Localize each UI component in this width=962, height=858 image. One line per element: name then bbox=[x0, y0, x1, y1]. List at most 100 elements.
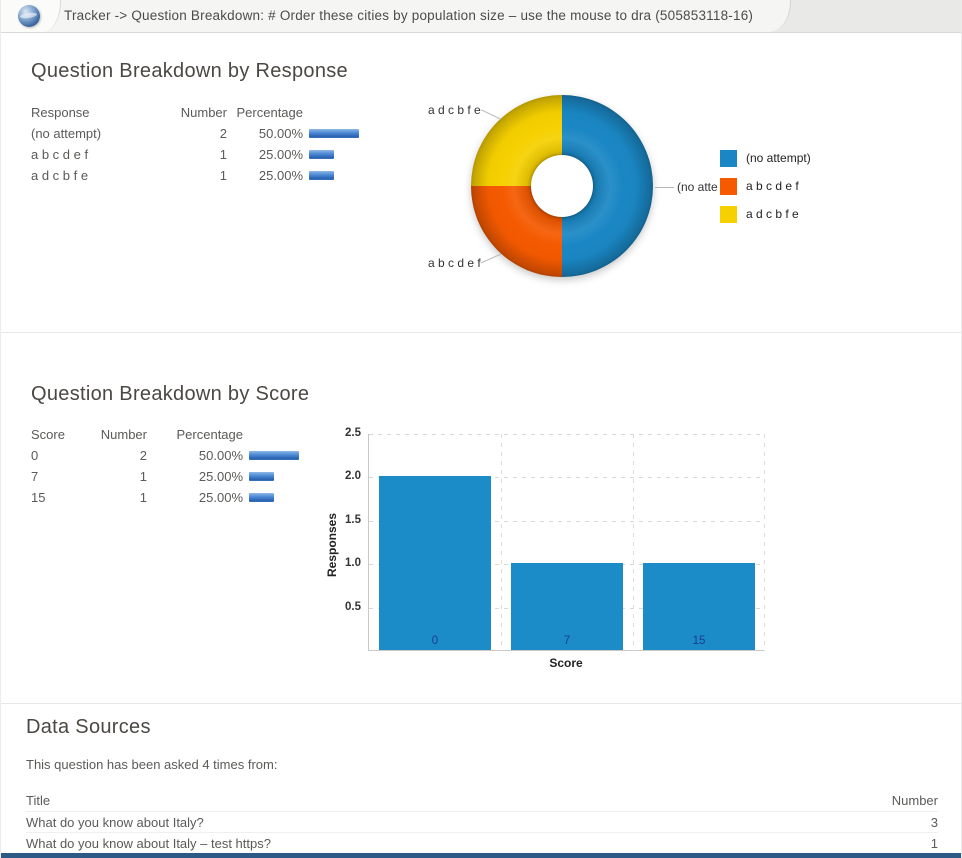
header-tab[interactable]: Tracker -> Question Breakdown: # Order t… bbox=[1, 0, 791, 32]
col-header-number: Number bbox=[100, 427, 147, 442]
legend-item: (no attempt) bbox=[720, 144, 811, 172]
percentage-bar bbox=[309, 129, 359, 138]
donut-chart bbox=[471, 95, 653, 277]
gridline bbox=[764, 434, 765, 651]
donut-legend: (no attempt) a b c d e f a d c b f e bbox=[718, 144, 823, 228]
y-tick-label: 2.0 bbox=[345, 470, 361, 482]
bar-category-label: 0 bbox=[431, 635, 439, 647]
bar: 0 bbox=[379, 476, 491, 650]
col-header-title: Title bbox=[26, 793, 51, 808]
response-cell: (no attempt) bbox=[31, 126, 102, 141]
data-sources-heading: Data Sources bbox=[26, 716, 151, 738]
source-title-cell: What do you know about Italy – test http… bbox=[26, 835, 271, 851]
table-row: What do you know about Italy? 3 bbox=[26, 812, 938, 833]
legend-item: a b c d e f bbox=[720, 172, 811, 200]
score-cell: 15 bbox=[31, 490, 46, 505]
gridline bbox=[369, 434, 765, 435]
table-row: 15 1 25.00% bbox=[31, 487, 323, 508]
donut-hole bbox=[531, 155, 593, 217]
bar: 15 bbox=[643, 563, 755, 650]
y-tick-label: 2.5 bbox=[345, 427, 361, 439]
legend-label: a d c b f e bbox=[746, 207, 799, 221]
bar-chart-plot: 0 7 15 bbox=[368, 434, 765, 651]
data-sources-intro: This question has been asked 4 times fro… bbox=[26, 757, 278, 772]
bar-chart-xlabel: Score bbox=[549, 656, 583, 670]
question-writer-logo-icon[interactable] bbox=[18, 5, 40, 27]
footer-bar bbox=[1, 853, 961, 858]
gridline bbox=[501, 434, 502, 651]
table-row: a d c b f e 1 25.00% bbox=[31, 165, 383, 186]
percentage-cell: 25.00% bbox=[198, 469, 243, 484]
table-row: What do you know about Italy – test http… bbox=[26, 833, 938, 854]
source-number-cell: 1 bbox=[930, 835, 938, 851]
source-title-cell: What do you know about Italy? bbox=[26, 814, 204, 830]
score-cell: 0 bbox=[31, 448, 39, 463]
source-number-cell: 3 bbox=[930, 814, 938, 830]
legend-item: a d c b f e bbox=[720, 200, 811, 228]
score-section-heading: Question Breakdown by Score bbox=[31, 383, 310, 405]
score-cell: 7 bbox=[31, 469, 39, 484]
y-tick-label: 0.5 bbox=[345, 601, 361, 613]
page-title: Tracker -> Question Breakdown: # Order t… bbox=[64, 8, 754, 23]
gridline bbox=[633, 434, 634, 651]
y-tick-label: 1.5 bbox=[345, 514, 361, 526]
response-cell: a d c b f e bbox=[31, 168, 89, 183]
percentage-bar bbox=[249, 451, 299, 460]
percentage-bar bbox=[249, 493, 274, 502]
gridline bbox=[369, 477, 765, 478]
logo-area[interactable] bbox=[1, 0, 61, 32]
donut-callout-label: a b c d e f bbox=[428, 256, 481, 270]
bar-category-label: 15 bbox=[692, 635, 706, 647]
col-header-score: Score bbox=[31, 427, 65, 442]
data-sources-table: Title Number What do you know about Ital… bbox=[26, 790, 938, 854]
percentage-cell: 25.00% bbox=[258, 147, 303, 162]
percentage-bar bbox=[309, 171, 334, 180]
y-tick-label: 1.0 bbox=[345, 557, 361, 569]
legend-label: a b c d e f bbox=[746, 179, 799, 193]
legend-label: (no attempt) bbox=[746, 151, 811, 165]
number-cell: 1 bbox=[139, 469, 147, 484]
percentage-cell: 50.00% bbox=[258, 126, 303, 141]
table-header-row: Score Number Percentage bbox=[31, 424, 323, 445]
bar-chart-ylabel: Responses bbox=[325, 512, 339, 578]
table-row: a b c d e f 1 25.00% bbox=[31, 144, 383, 165]
col-header-percentage: Percentage bbox=[176, 427, 244, 442]
percentage-cell: 50.00% bbox=[198, 448, 243, 463]
legend-swatch-icon bbox=[720, 149, 737, 167]
bar-category-label: 7 bbox=[563, 635, 571, 647]
callout-line bbox=[480, 109, 502, 120]
header-bar: Tracker -> Question Breakdown: # Order t… bbox=[1, 0, 961, 33]
col-header-percentage: Percentage bbox=[236, 105, 304, 120]
response-cell: a b c d e f bbox=[31, 147, 89, 162]
table-header-row: Response Number Percentage bbox=[31, 102, 383, 123]
bar: 7 bbox=[511, 563, 623, 650]
callout-line bbox=[480, 253, 502, 264]
callout-line bbox=[655, 187, 674, 188]
donut-callout-label: a d c b f e bbox=[428, 103, 481, 117]
percentage-cell: 25.00% bbox=[258, 168, 303, 183]
percentage-cell: 25.00% bbox=[198, 490, 243, 505]
table-row: 7 1 25.00% bbox=[31, 466, 323, 487]
legend-swatch-icon bbox=[720, 205, 737, 223]
response-table: Response Number Percentage (no attempt) … bbox=[31, 102, 383, 186]
table-header-row: Title Number bbox=[26, 790, 938, 812]
section-divider bbox=[1, 332, 961, 333]
col-header-response: Response bbox=[31, 105, 90, 120]
percentage-bar bbox=[309, 150, 334, 159]
number-cell: 1 bbox=[219, 168, 227, 183]
gridline bbox=[369, 521, 765, 522]
section-divider bbox=[1, 703, 961, 704]
number-cell: 1 bbox=[139, 490, 147, 505]
table-row: (no attempt) 2 50.00% bbox=[31, 123, 383, 144]
number-cell: 1 bbox=[219, 147, 227, 162]
col-header-number: Number bbox=[180, 105, 227, 120]
table-row: 0 2 50.00% bbox=[31, 445, 323, 466]
number-cell: 2 bbox=[219, 126, 227, 141]
legend-swatch-icon bbox=[720, 177, 737, 195]
col-header-number: Number bbox=[891, 793, 938, 808]
number-cell: 2 bbox=[139, 448, 147, 463]
percentage-bar bbox=[249, 472, 274, 481]
response-section-heading: Question Breakdown by Response bbox=[31, 60, 348, 82]
score-table: Score Number Percentage 0 2 50.00% 7 1 2… bbox=[31, 424, 323, 508]
